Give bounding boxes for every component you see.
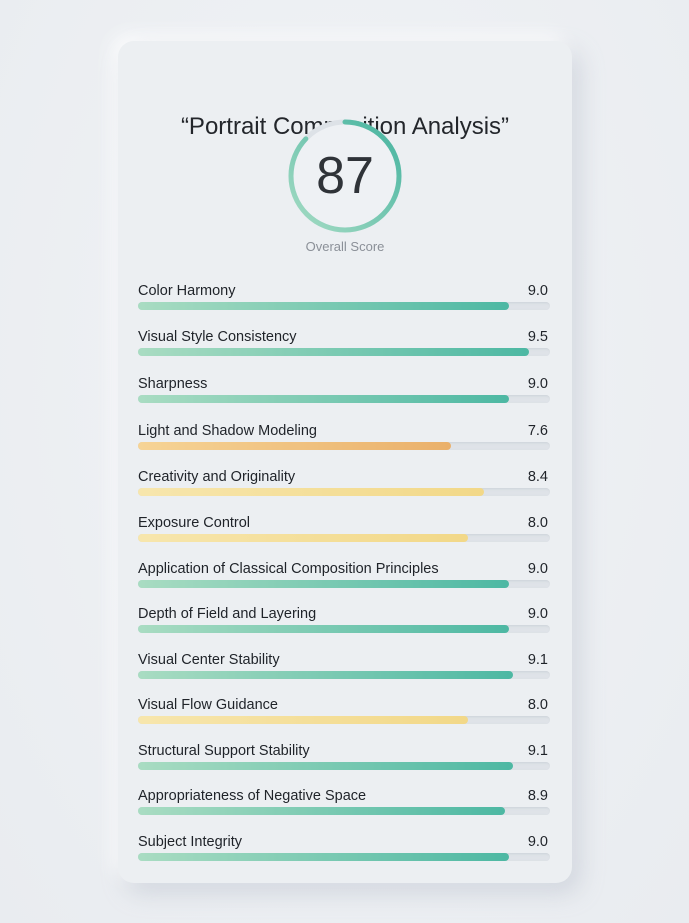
metric-progress-fill xyxy=(138,716,468,724)
metric-value: 7.6 xyxy=(527,423,548,439)
metric-label: Depth of Field and Layering xyxy=(138,606,317,622)
overall-score-gauge: 87 xyxy=(285,116,405,236)
metric-row: Visual Style Consistency 9.5 xyxy=(138,327,550,363)
metric-value: 8.9 xyxy=(527,788,548,804)
metric-value: 8.0 xyxy=(527,697,548,713)
overall-score-label: Overall Score xyxy=(305,239,385,254)
overall-score-value: 87 xyxy=(316,147,374,205)
metric-value: 9.0 xyxy=(527,561,548,577)
metric-row: Light and Shadow Modeling 7.6 xyxy=(138,421,550,457)
metric-progress-track xyxy=(138,302,550,310)
metric-progress-track xyxy=(138,807,550,815)
metric-label: Visual Style Consistency xyxy=(138,329,297,345)
metric-value: 9.0 xyxy=(527,376,548,392)
metric-row: Creativity and Originality 8.4 xyxy=(138,467,550,503)
metric-progress-track xyxy=(138,762,550,770)
metric-progress-track xyxy=(138,580,550,588)
metric-row: Application of Classical Composition Pri… xyxy=(138,559,550,595)
metric-progress-track xyxy=(138,348,550,356)
metric-row: Subject Integrity 9.0 xyxy=(138,832,550,868)
analysis-card: “Portrait Composition Analysis” 87 Overa… xyxy=(118,41,572,883)
metric-progress-track xyxy=(138,534,550,542)
metric-label: Light and Shadow Modeling xyxy=(138,423,317,439)
metric-progress-fill xyxy=(138,442,452,450)
metric-row: Visual Center Stability 9.1 xyxy=(138,650,550,686)
metric-value: 8.4 xyxy=(527,469,548,485)
metric-progress-track xyxy=(138,442,550,450)
metric-progress-track xyxy=(138,853,550,861)
metric-label: Appropriateness of Negative Space xyxy=(138,788,367,804)
metric-row: Visual Flow Guidance 8.0 xyxy=(138,695,550,731)
metric-label: Application of Classical Composition Pri… xyxy=(138,561,439,577)
metric-row: Color Harmony 9.0 xyxy=(138,281,550,317)
metric-label: Color Harmony xyxy=(138,283,236,299)
metric-value: 9.0 xyxy=(527,834,548,850)
metric-progress-fill xyxy=(138,302,509,310)
metric-progress-fill xyxy=(138,625,509,633)
metric-progress-fill xyxy=(138,762,513,770)
metric-progress-fill xyxy=(138,395,509,403)
metric-progress-fill xyxy=(138,853,509,861)
metric-label: Exposure Control xyxy=(138,515,251,531)
metric-label: Structural Support Stability xyxy=(138,743,310,759)
metric-progress-track xyxy=(138,488,550,496)
gauge-progress-arc xyxy=(288,119,402,233)
metric-row: Appropriateness of Negative Space 8.9 xyxy=(138,786,550,822)
metric-label: Visual Center Stability xyxy=(138,652,280,668)
gauge-ring xyxy=(288,119,402,233)
metric-progress-track xyxy=(138,395,550,403)
metric-progress-track xyxy=(138,671,550,679)
metric-row: Structural Support Stability 9.1 xyxy=(138,741,550,777)
metric-value: 9.1 xyxy=(527,652,548,668)
metric-progress-fill xyxy=(138,488,485,496)
metric-row: Exposure Control 8.0 xyxy=(138,513,550,549)
metric-row: Depth of Field and Layering 9.0 xyxy=(138,604,550,640)
metric-progress-track xyxy=(138,716,550,724)
metric-progress-track xyxy=(138,625,550,633)
metric-value: 9.1 xyxy=(527,743,548,759)
metric-value: 9.0 xyxy=(527,606,548,622)
metric-label: Subject Integrity xyxy=(138,834,242,850)
metric-row: Sharpness 9.0 xyxy=(138,374,550,410)
metric-label: Sharpness xyxy=(138,376,208,392)
metric-progress-fill xyxy=(138,348,530,356)
metric-progress-fill xyxy=(138,580,509,588)
metric-progress-fill xyxy=(138,807,505,815)
metric-label: Creativity and Originality xyxy=(138,469,296,485)
metric-progress-fill xyxy=(138,534,468,542)
metric-value: 8.0 xyxy=(527,515,548,531)
metric-value: 9.0 xyxy=(527,283,548,299)
metric-value: 9.5 xyxy=(527,329,548,345)
metric-label: Visual Flow Guidance xyxy=(138,697,278,713)
metric-progress-fill xyxy=(138,671,513,679)
